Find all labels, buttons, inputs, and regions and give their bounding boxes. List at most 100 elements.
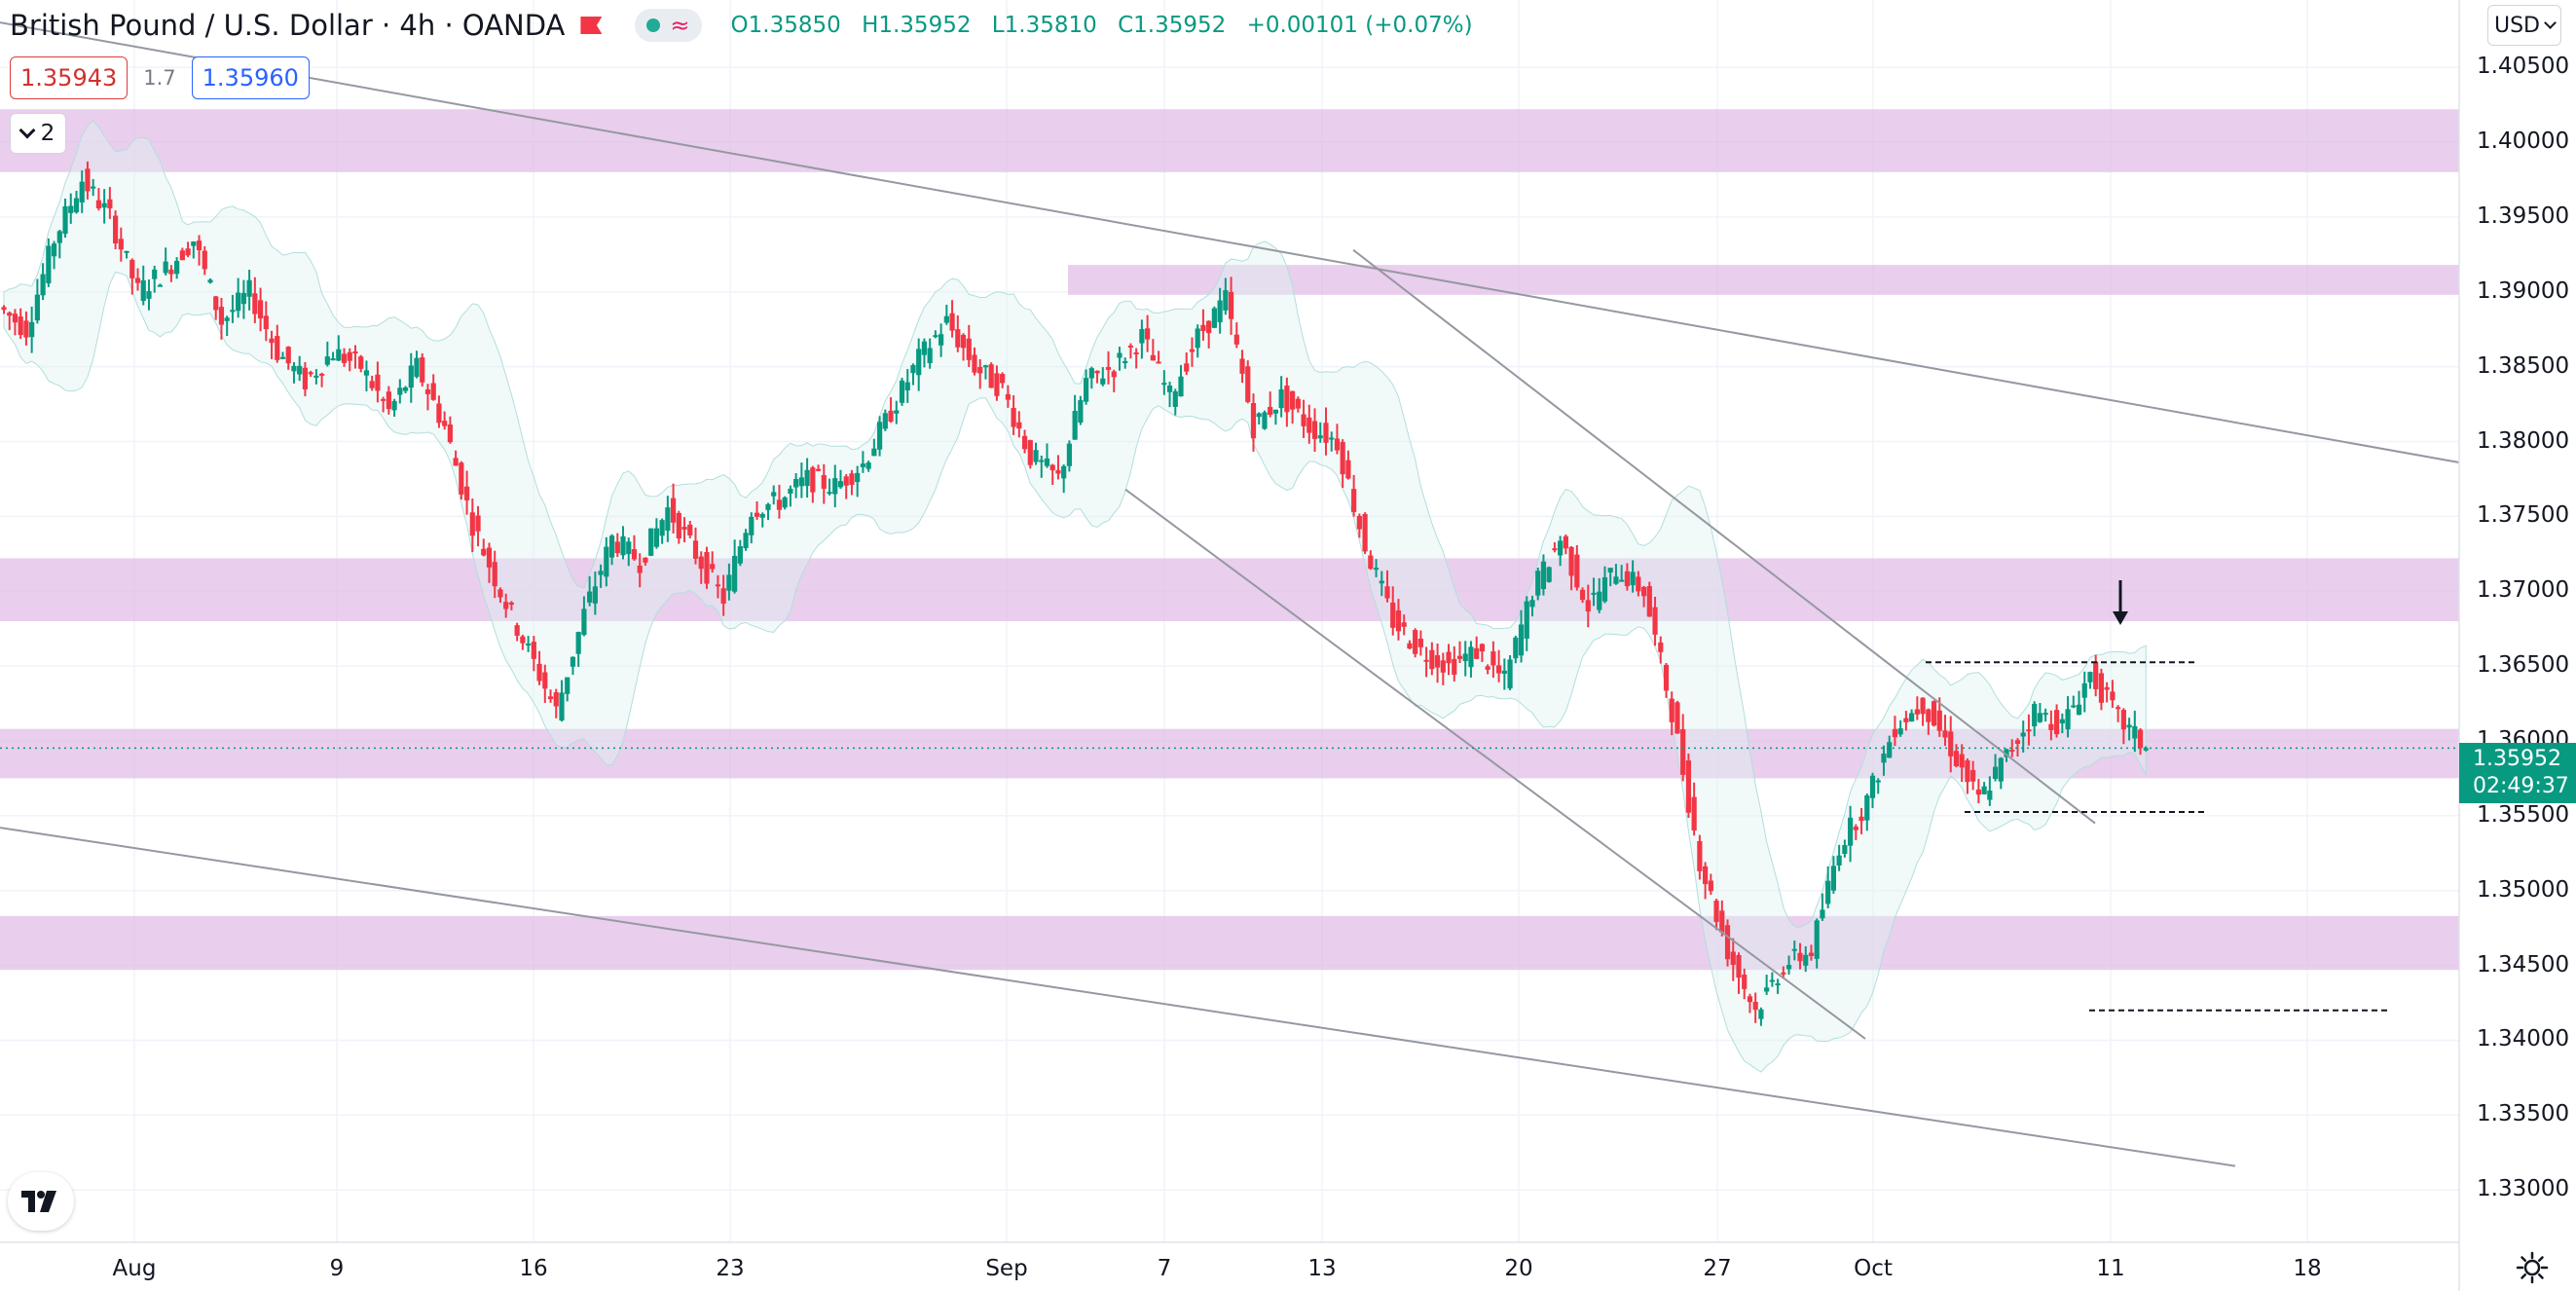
candle-body: [447, 424, 453, 443]
candle-body: [34, 294, 40, 321]
candle-body: [1948, 731, 1954, 756]
candle-body: [1272, 409, 1279, 414]
buy-button[interactable]: 1.35960: [191, 56, 310, 99]
price-zone: [0, 728, 2459, 779]
currency-button[interactable]: USD: [2487, 5, 2561, 46]
candle-body: [1362, 513, 1368, 552]
candle-body: [1250, 403, 1257, 439]
candle-body: [570, 656, 576, 667]
candle-body: [949, 313, 955, 331]
candle-body: [1301, 414, 1306, 426]
bar-countdown: 02:49:37: [2473, 774, 2569, 798]
time-tick-label: Aug: [112, 1256, 157, 1281]
candle-body: [163, 261, 168, 274]
candle-body: [710, 564, 716, 570]
candle-body: [1965, 759, 1970, 783]
candle-body: [904, 382, 910, 391]
candle-body: [1189, 349, 1196, 352]
candle-body: [894, 410, 900, 414]
falling-wedge-lower-line: [1124, 488, 1866, 1040]
candle-body: [1568, 546, 1574, 576]
candle-body: [1825, 880, 1831, 904]
candle-body: [68, 205, 74, 213]
candle-body: [503, 602, 509, 609]
candle-body: [1769, 979, 1775, 982]
candle-body: [865, 462, 871, 469]
candle-body: [1317, 435, 1323, 439]
candle-body: [1161, 383, 1167, 386]
candle-body: [1368, 555, 1374, 570]
flag-icon[interactable]: [580, 17, 603, 34]
indicators-toggle-button[interactable]: 2: [10, 113, 66, 154]
candle-body: [179, 250, 185, 261]
candle-body: [1016, 422, 1022, 429]
candle-body: [73, 198, 80, 213]
candle-body: [1881, 753, 1887, 763]
candle-body: [1736, 955, 1742, 978]
candle-body: [1452, 658, 1457, 675]
candle-body: [1044, 458, 1050, 466]
candle-body: [1340, 441, 1345, 475]
candle-body: [62, 205, 68, 235]
candle-body: [1669, 698, 1674, 722]
candle-body: [285, 347, 291, 364]
indicator-status-pill[interactable]: ≈: [635, 9, 702, 42]
time-tick-label: Sep: [985, 1256, 1028, 1281]
candle-body: [1887, 742, 1893, 758]
chevron-down-icon: [2544, 17, 2557, 29]
candle-body: [749, 516, 754, 535]
candle-body: [174, 260, 180, 275]
candle-body: [1585, 600, 1591, 612]
candle-body: [51, 243, 57, 257]
candle-body: [1909, 713, 1915, 722]
price-tick-label: 1.34000: [2477, 1026, 2570, 1052]
candle-body: [2059, 719, 2065, 724]
candle-body: [492, 562, 497, 587]
candle-body: [972, 354, 977, 373]
candle-body: [1636, 576, 1641, 592]
price-tick-label: 1.35500: [2477, 801, 2570, 828]
candle-body: [899, 380, 905, 403]
sell-button[interactable]: 1.35943: [10, 56, 129, 99]
candle-body: [1373, 568, 1380, 571]
candle-body: [1005, 393, 1011, 400]
candle-body: [1975, 789, 1981, 795]
candle-body: [832, 478, 838, 495]
candle-body: [1217, 300, 1223, 322]
candle-body: [776, 499, 783, 510]
candle-body: [1039, 460, 1045, 462]
candle-body: [1055, 469, 1061, 474]
candle-body: [1011, 407, 1016, 427]
candle-body: [257, 300, 264, 319]
candle-body: [2126, 724, 2132, 728]
time-tick-label: 7: [1157, 1256, 1172, 1281]
price-zone: [0, 915, 2459, 971]
candle-body: [2098, 673, 2105, 703]
candle-body: [1468, 646, 1474, 668]
time-tick-label: 18: [2293, 1256, 2322, 1281]
candle-body: [1574, 554, 1580, 588]
candle-body: [2120, 710, 2126, 730]
candle-body: [2071, 705, 2077, 708]
candle-body: [737, 546, 743, 564]
candle-body: [2020, 732, 2026, 737]
price-zone: [0, 558, 2459, 621]
tradingview-logo[interactable]: [8, 1172, 74, 1231]
candle-body: [330, 358, 336, 361]
price-tick-label: 1.39500: [2477, 203, 2570, 229]
candle-body: [1139, 329, 1145, 344]
candle-body: [581, 609, 587, 636]
market-open-dot-icon: [646, 18, 661, 32]
candle-body: [23, 320, 29, 338]
candle-body: [604, 546, 609, 577]
candle-body: [1284, 386, 1290, 413]
candle-body: [1507, 659, 1513, 689]
candle-body: [1597, 591, 1602, 610]
candle-body: [871, 448, 877, 457]
candle-body: [1703, 866, 1709, 885]
candle-body: [771, 492, 777, 497]
candle-body: [2004, 749, 2009, 757]
symbol-title[interactable]: British Pound / U.S. Dollar · 4h · OANDA: [10, 9, 566, 42]
gear-icon[interactable]: [2516, 1251, 2549, 1284]
